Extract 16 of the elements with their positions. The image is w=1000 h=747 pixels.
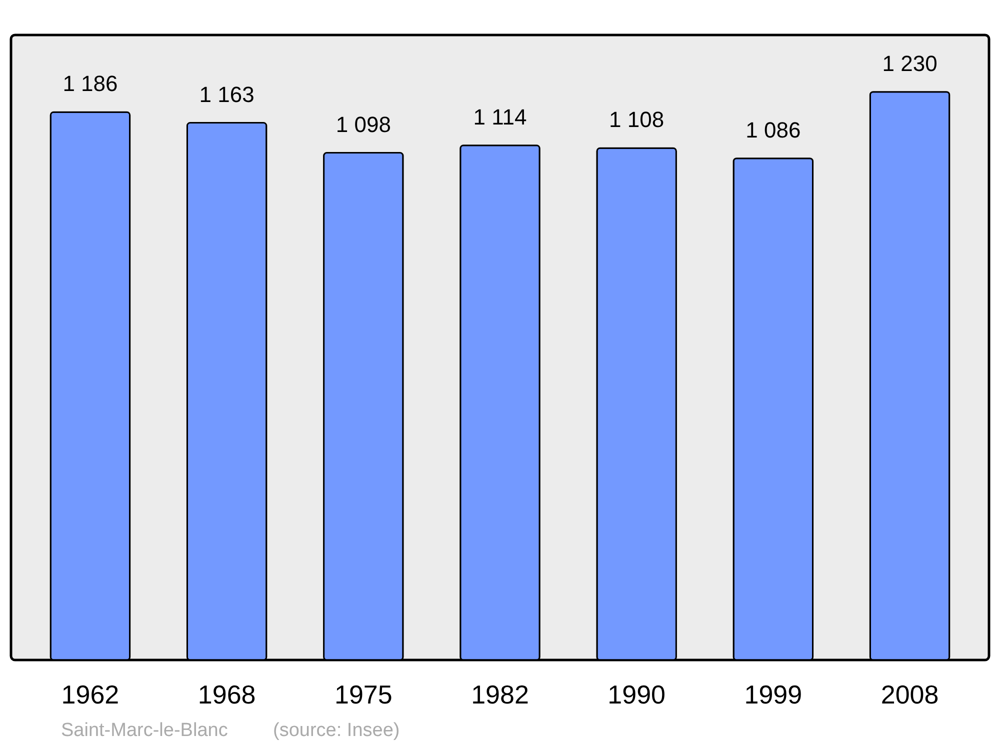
x-tick-label: 2008 — [880, 680, 939, 710]
data-label: 1 108 — [609, 107, 664, 132]
data-label: 1 230 — [882, 50, 938, 76]
data-label: 1 186 — [62, 71, 118, 96]
data-label: 1 086 — [746, 117, 801, 142]
x-tick-label: 1975 — [334, 680, 392, 710]
text: Saint-Marc-le-Blanc — [61, 720, 228, 741]
data-label: 1 114 — [473, 104, 527, 130]
data-label: 1 098 — [336, 112, 391, 137]
data-label: 1 163 — [199, 82, 254, 107]
x-tick-label: 1982 — [471, 680, 529, 710]
x-tick-label: 1962 — [61, 680, 120, 710]
x-tick-label: 1999 — [744, 680, 802, 710]
text: (source: Insee) — [273, 720, 400, 741]
x-tick-label: 1968 — [198, 680, 256, 710]
x-tick-label: 1990 — [608, 680, 666, 710]
